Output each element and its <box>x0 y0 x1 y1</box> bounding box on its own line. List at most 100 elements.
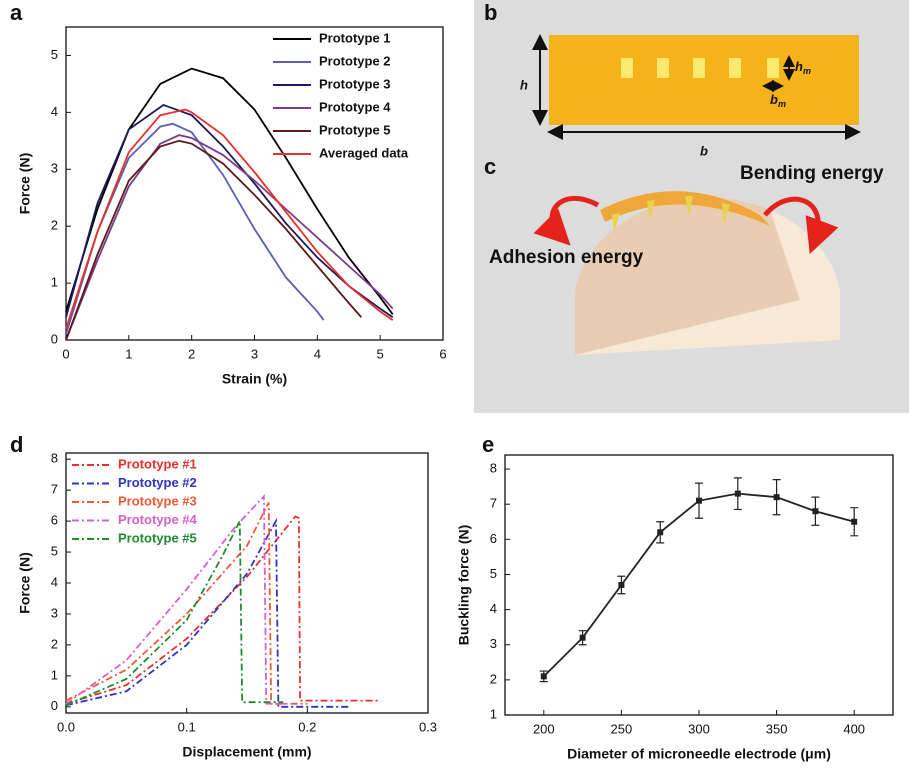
microneedle <box>612 213 620 232</box>
y-tick-label: 3 <box>51 605 58 620</box>
microneedle <box>647 200 655 220</box>
energy-arrow <box>763 196 839 255</box>
legend-label: Prototype #5 <box>118 530 197 545</box>
data-line <box>65 494 296 705</box>
panel-label: e <box>482 432 494 457</box>
data-line <box>65 134 394 341</box>
x-tick-label: 5 <box>377 346 384 361</box>
panel-label: a <box>10 0 23 25</box>
y-tick-label: 8 <box>51 451 58 466</box>
annotation: Adhesion energy <box>489 247 644 268</box>
data-line <box>65 515 380 705</box>
x-tick-label: 400 <box>843 721 865 736</box>
x-tick-label: 350 <box>766 721 788 736</box>
dimension-label: h <box>795 59 803 74</box>
y-tick-label: 5 <box>490 566 497 581</box>
data-point <box>851 518 858 525</box>
legend-label: Prototype 2 <box>319 53 391 68</box>
legend-label: Prototype 1 <box>319 30 391 45</box>
microneedle <box>621 58 633 78</box>
legend-label: Prototype 3 <box>319 76 391 91</box>
y-axis-label: Force (N) <box>17 552 33 613</box>
x-axis-label: Strain (%) <box>222 371 287 387</box>
data-point <box>540 673 547 680</box>
half-cylinder-side <box>575 197 800 355</box>
x-tick-label: 250 <box>611 721 633 736</box>
y-tick-label: 2 <box>51 636 58 651</box>
dimension-label: b <box>700 143 708 158</box>
y-tick-label: 3 <box>490 636 497 651</box>
y-tick-label: 0 <box>51 698 58 713</box>
data-point <box>773 494 780 501</box>
subscript: m <box>803 66 811 76</box>
y-tick-label: 5 <box>51 543 58 558</box>
y-tick-label: 6 <box>490 531 497 546</box>
y-tick-label: 1 <box>51 275 58 290</box>
y-tick-label: 6 <box>51 513 58 528</box>
microneedle <box>657 58 669 78</box>
data-point <box>812 508 819 515</box>
microneedle <box>767 58 779 78</box>
x-tick-label: 2 <box>188 346 195 361</box>
y-tick-label: 4 <box>51 574 58 589</box>
legend-label: Prototype #1 <box>118 456 197 471</box>
x-tick-label: 1 <box>125 346 132 361</box>
panel-label: b <box>484 0 497 25</box>
legend-label: Prototype #2 <box>118 475 197 490</box>
y-tick-label: 1 <box>490 706 497 721</box>
y-axis-label: Force (N) <box>17 153 33 214</box>
x-tick-label: 200 <box>533 721 555 736</box>
x-tick-label: 0 <box>62 346 69 361</box>
data-point <box>696 497 702 504</box>
legend-label: Averaged data <box>319 145 409 160</box>
y-tick-label: 4 <box>490 601 497 616</box>
panel-label: d <box>10 432 23 457</box>
beam <box>549 35 859 125</box>
energy-arrow <box>533 196 600 246</box>
x-tick-label: 3 <box>251 346 258 361</box>
dimension-label: b <box>770 92 778 107</box>
y-tick-label: 0 <box>51 331 58 346</box>
x-tick-label: 300 <box>688 721 710 736</box>
dimension-label: hm <box>795 59 811 76</box>
y-tick-label: 7 <box>490 496 497 511</box>
legend-label: Prototype 5 <box>319 122 391 137</box>
legend-label: Prototype 4 <box>319 99 391 114</box>
x-axis-label: Displacement (mm) <box>182 744 311 760</box>
plot-frame <box>65 452 429 714</box>
subscript: m <box>778 99 786 109</box>
data-point <box>657 529 664 536</box>
data-point <box>734 490 741 497</box>
y-tick-label: 5 <box>51 47 58 62</box>
x-tick-label: 0.0 <box>57 719 75 734</box>
half-cylinder-face <box>575 210 840 355</box>
data-line <box>65 520 284 707</box>
y-axis-label: Buckling force (N) <box>456 525 472 646</box>
y-tick-label: 1 <box>51 667 58 682</box>
x-tick-label: 4 <box>314 346 321 361</box>
y-tick-label: 7 <box>51 482 58 497</box>
dimension-label: h <box>520 77 528 92</box>
legend-label: Prototype #4 <box>118 512 198 527</box>
data-line <box>65 108 394 329</box>
dimension-label: bm <box>770 92 786 109</box>
x-tick-label: 0.2 <box>298 719 316 734</box>
data-point <box>579 634 586 641</box>
x-axis-label: Diameter of microneedle electrode (μm) <box>567 746 831 762</box>
microneedle <box>685 196 693 216</box>
y-tick-label: 2 <box>490 671 497 686</box>
x-tick-label: 0.3 <box>419 719 437 734</box>
annotation: Bending energy <box>740 163 884 184</box>
y-tick-label: 4 <box>51 104 58 119</box>
data-line <box>65 139 362 341</box>
x-tick-label: 6 <box>439 346 446 361</box>
electrode-strip <box>600 191 770 226</box>
data-line <box>543 492 855 677</box>
x-tick-label: 0.1 <box>178 719 196 734</box>
panel-label: c <box>484 154 496 179</box>
y-tick-label: 2 <box>51 218 58 233</box>
legend-label: Prototype #3 <box>118 493 197 508</box>
data-point <box>618 582 625 588</box>
data-line <box>65 517 350 708</box>
